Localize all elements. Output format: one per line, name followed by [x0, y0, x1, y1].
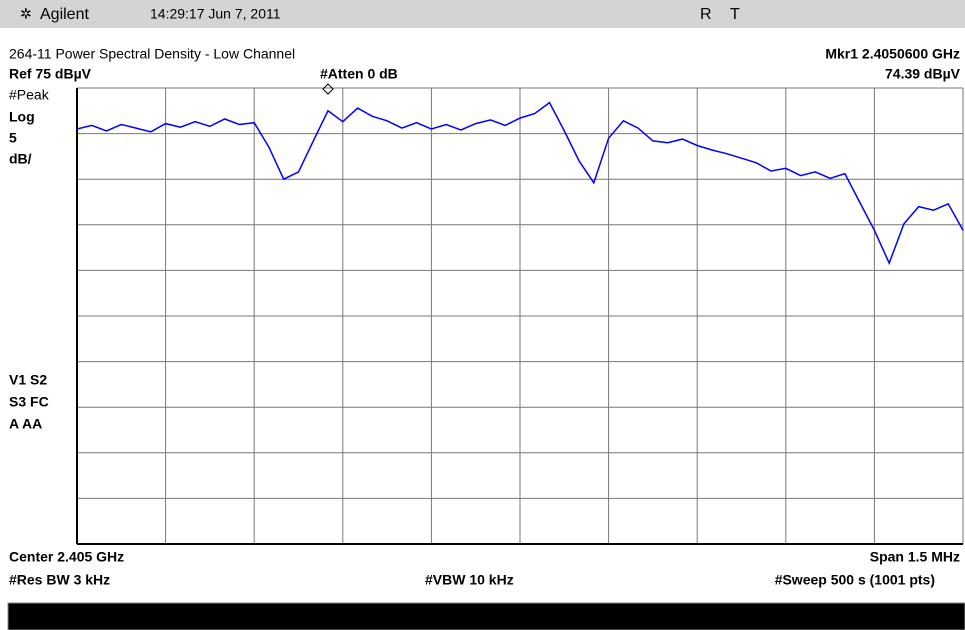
- datetime: 14:29:17 Jun 7, 2011: [150, 6, 281, 22]
- status-r: R: [700, 6, 712, 23]
- logo: ✲: [20, 6, 32, 22]
- marker-diamond: [322, 83, 334, 95]
- atten: #Atten 0 dB: [320, 66, 398, 82]
- rbw: #Res BW 3 kHz: [9, 572, 110, 588]
- flags: A AA: [9, 416, 42, 432]
- vbw: #VBW 10 kHz: [425, 572, 514, 588]
- detector: #Peak: [9, 87, 50, 103]
- scale-type: Log: [9, 109, 35, 125]
- marker-freq: Mkr1 2.4050600 GHz: [825, 46, 960, 62]
- scale-value: 5: [9, 130, 17, 146]
- ref-level: Ref 75 dBµV: [9, 66, 92, 82]
- chart-title: 264-11 Power Spectral Density - Low Chan…: [9, 46, 295, 62]
- status-t: T: [730, 6, 740, 23]
- center-freq: Center 2.405 GHz: [9, 549, 124, 565]
- span: Span 1.5 MHz: [870, 549, 960, 565]
- sweep: #Sweep 500 s (1001 pts): [775, 572, 935, 588]
- plot: [76, 87, 964, 545]
- flags: S3 FC: [9, 394, 49, 410]
- scale-unit: dB/: [9, 151, 32, 167]
- trace: [76, 101, 964, 266]
- flags: V1 S2: [9, 372, 47, 388]
- marker-level: 74.39 dBµV: [885, 66, 961, 82]
- status-bar: [7, 602, 965, 630]
- brand: Agilent: [40, 6, 89, 23]
- top-bar: [0, 0, 965, 28]
